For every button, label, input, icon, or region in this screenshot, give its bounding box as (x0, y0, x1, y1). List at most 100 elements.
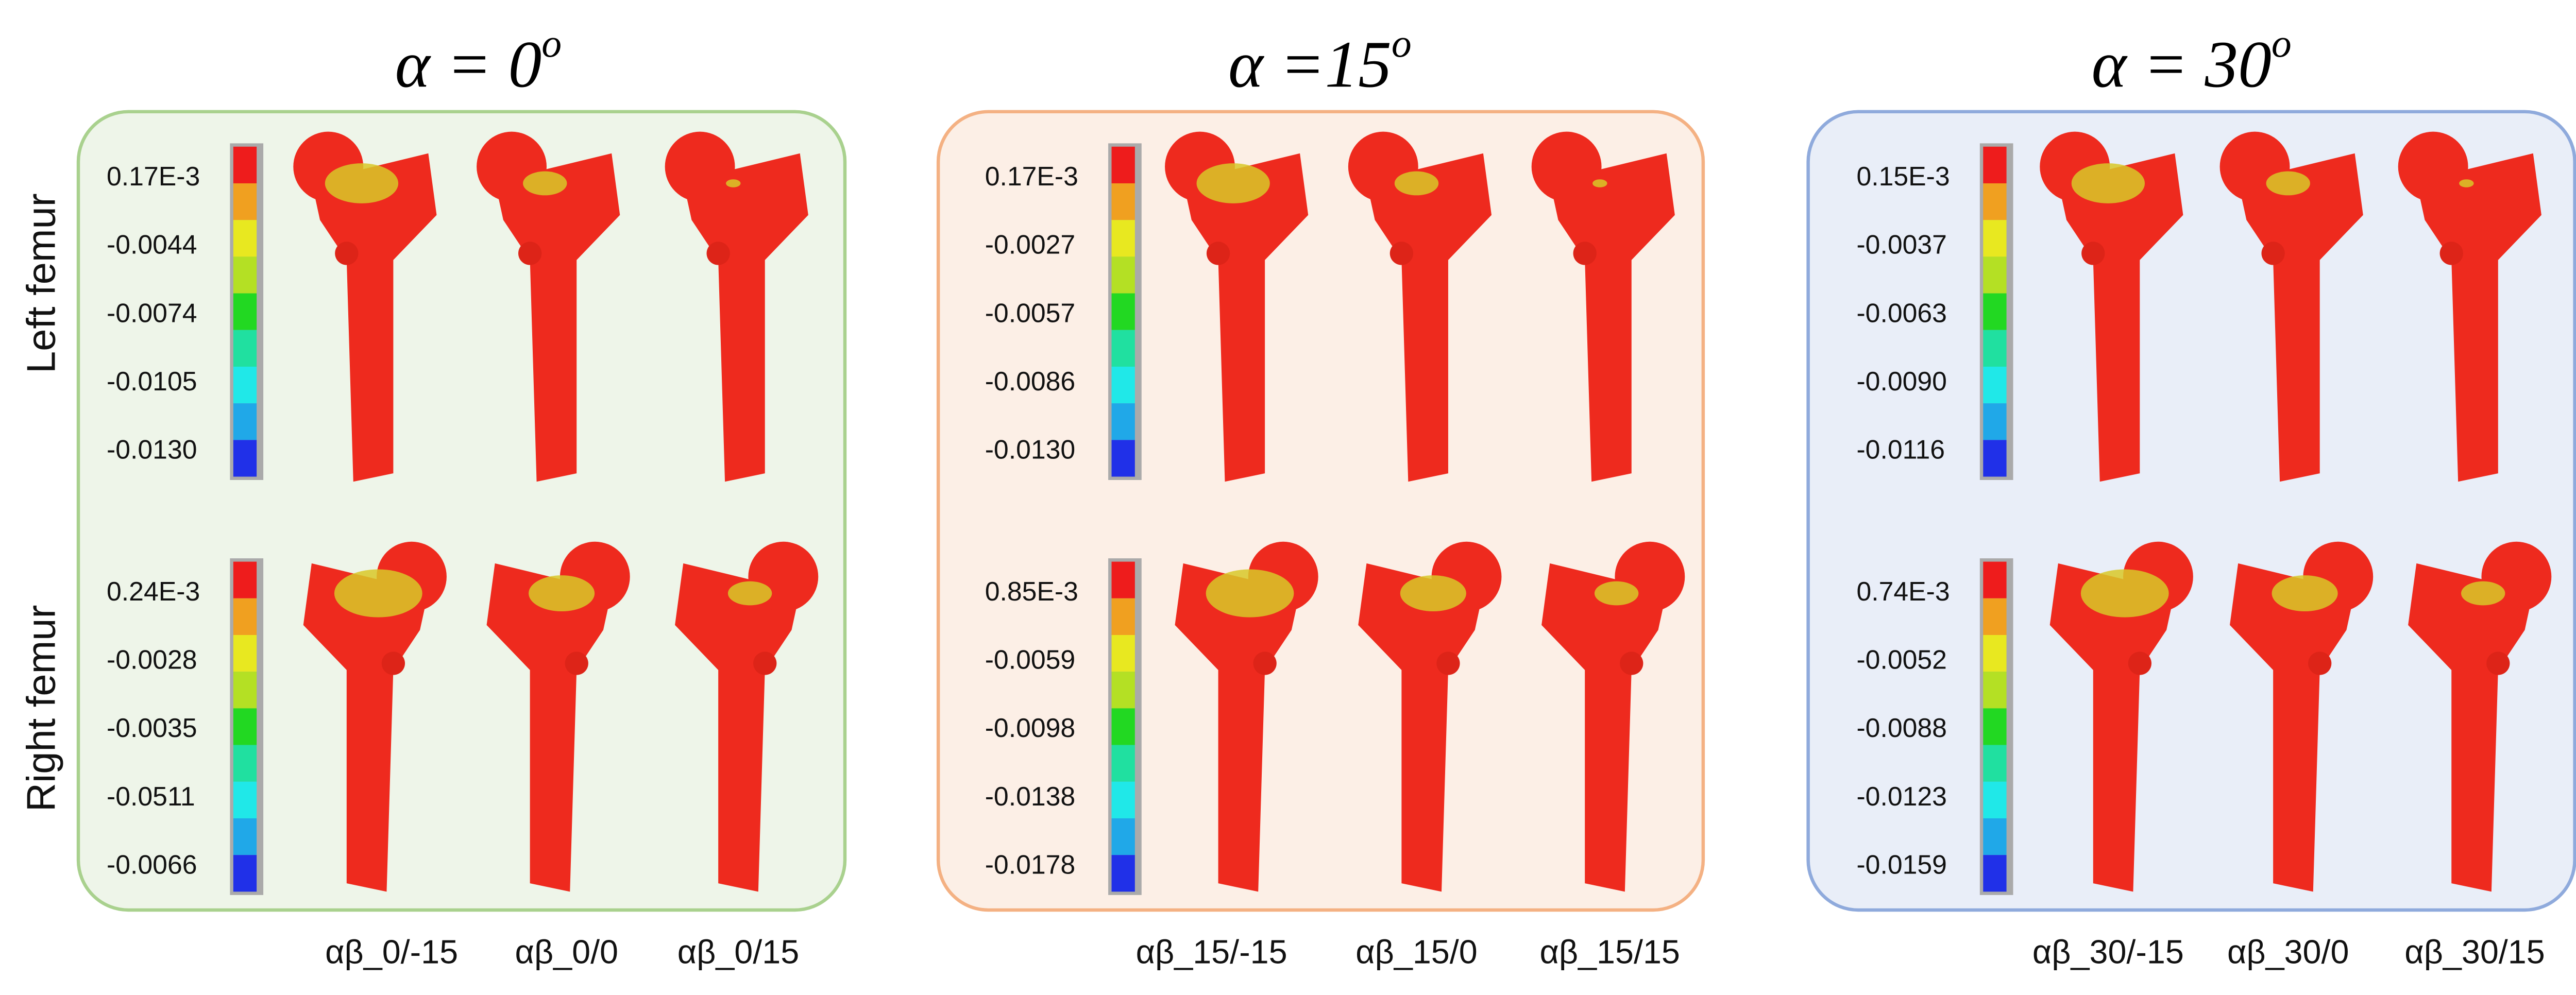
title-text: α =15 (1228, 27, 1392, 101)
strain-patch (726, 179, 741, 187)
femur-head (665, 131, 735, 202)
strain-patch (334, 569, 422, 617)
femur-shaft (2049, 563, 2175, 892)
case-label: αβ_15/0 (1355, 933, 1477, 970)
colorbar-label: -0.0123 (1856, 781, 1946, 811)
strain-patch (727, 581, 772, 606)
lesser-trochanter (1436, 651, 1460, 675)
femur-shaft (303, 563, 429, 892)
femur-shaft (2238, 153, 2363, 482)
strain-patch (2080, 569, 2169, 617)
colorbar-label: 0.17E-3 (107, 161, 200, 191)
strain-patch (1196, 163, 1270, 203)
femur-shaft (2230, 563, 2355, 892)
colorbar-segment (1983, 561, 2007, 598)
case-label: αβ_15/-15 (1136, 933, 1287, 970)
colorbar-segment (1983, 330, 2007, 367)
case-label: αβ_15/15 (1540, 933, 1680, 970)
femur-shaft (675, 563, 800, 892)
lesser-trochanter (2439, 242, 2463, 265)
colorbar-segment (1983, 855, 2007, 892)
colorbar-label: -0.0035 (107, 713, 197, 743)
colorbar-segment (1983, 183, 2007, 220)
lesser-trochanter (381, 651, 405, 675)
strain-patch (2461, 581, 2505, 606)
colorbar-label: 0.74E-3 (1856, 576, 1950, 606)
colorbar-label: 0.17E-3 (985, 161, 1078, 191)
colorbar-label: -0.0116 (1856, 435, 1945, 465)
colorbar-segment (1983, 366, 2007, 404)
case-label: αβ_30/15 (2404, 933, 2545, 970)
colorbar-segment (1983, 781, 2007, 818)
lesser-trochanter (2128, 651, 2151, 675)
colorbar-segment (1111, 708, 1135, 745)
title-sup: o (541, 21, 562, 65)
colorbar-segment (233, 745, 257, 782)
colorbar-segment (233, 440, 257, 477)
colorbar-segment (1111, 366, 1135, 404)
colorbar-segment (1983, 672, 2007, 709)
colorbar-segment (233, 708, 257, 745)
colorbar-segment (1111, 781, 1135, 818)
lesser-trochanter (706, 242, 730, 265)
colorbar-segment (233, 220, 257, 257)
colorbar-segment (233, 183, 257, 220)
colorbar-label: -0.0159 (1856, 849, 1946, 879)
femur-shaft (1358, 563, 1483, 892)
colorbar-segment (1111, 293, 1135, 330)
colorbar-segment (233, 781, 257, 818)
colorbar-segment (233, 293, 257, 330)
femur-shaft (1175, 563, 1300, 892)
row-label: Left femur (20, 193, 64, 373)
title-sup: o (1392, 21, 1412, 65)
case-label: αβ_30/0 (2227, 933, 2349, 970)
colorbar-label: -0.0074 (107, 298, 197, 328)
strain-patch (1594, 581, 1639, 606)
lesser-trochanter (1573, 242, 1597, 265)
colorbar-label: -0.0105 (107, 366, 197, 396)
colorbar-segment (233, 818, 257, 855)
colorbar-segment (1983, 634, 2007, 672)
strain-patch (1394, 171, 1439, 196)
femur-head (2398, 131, 2468, 202)
colorbar-label: -0.0037 (1856, 230, 1946, 260)
strain-patch (1592, 179, 1607, 187)
femur-shaft (495, 153, 620, 482)
colorbar-segment (1111, 440, 1135, 477)
colorbar-segment (1983, 818, 2007, 855)
femur-head (1531, 131, 1602, 202)
strain-patch (529, 575, 595, 612)
lesser-trochanter (565, 651, 588, 675)
panel: α =15o 0.17E-3 -0.0027 -0.0057 -0.0086 -0.013… (936, 21, 1705, 971)
colorbar-label: -0.0178 (985, 849, 1075, 879)
colorbar-segment (1111, 220, 1135, 257)
lesser-trochanter (2486, 651, 2510, 675)
colorbar-label: -0.0130 (985, 435, 1075, 465)
femur-shaft (311, 153, 437, 482)
panel-title: α =15o (1228, 21, 1412, 101)
colorbar-segment (1983, 220, 2007, 257)
lesser-trochanter (518, 242, 542, 265)
femur-shaft (2058, 153, 2183, 482)
lesser-trochanter (1206, 242, 1230, 265)
colorbar-label: -0.0027 (985, 230, 1075, 260)
colorbar-segment (1983, 598, 2007, 635)
colorbar-segment (1111, 561, 1135, 598)
colorbar-segment (1111, 256, 1135, 294)
colorbar-segment (1983, 440, 2007, 477)
colorbar-label: -0.0063 (1856, 298, 1946, 328)
title-text: α = 30 (2092, 27, 2272, 101)
colorbar-label: -0.0511 (107, 781, 195, 811)
colorbar-segment (233, 330, 257, 367)
colorbar-segment (1983, 293, 2007, 330)
femur-shaft (2416, 153, 2541, 482)
colorbar-segment (233, 256, 257, 294)
colorbar-segment (233, 403, 257, 440)
colorbar-segment (1111, 745, 1135, 782)
lesser-trochanter (335, 242, 359, 265)
colorbar-label: -0.0059 (985, 644, 1075, 674)
lesser-trochanter (1253, 651, 1277, 675)
strain-patch (2459, 179, 2474, 187)
colorbar-segment (233, 855, 257, 892)
